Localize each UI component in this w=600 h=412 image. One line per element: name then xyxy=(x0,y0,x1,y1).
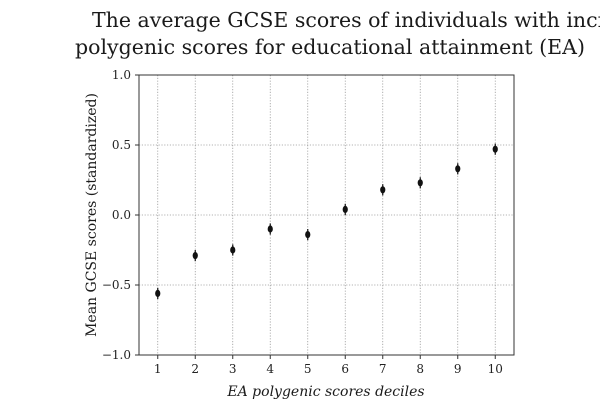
data-point xyxy=(305,231,311,239)
x-tick-label: 9 xyxy=(454,362,462,376)
x-tick-label: 4 xyxy=(266,362,274,376)
x-axis-label: EA polygenic scores deciles xyxy=(226,384,424,400)
chart-title-line-2: polygenic scores for educational attainm… xyxy=(75,35,585,59)
data-point xyxy=(192,252,198,260)
x-tick-label: 10 xyxy=(488,362,503,376)
x-tick-label: 8 xyxy=(416,362,424,376)
y-tick-label: −1.0 xyxy=(102,348,131,362)
data-point xyxy=(417,179,423,187)
x-tick-label: 6 xyxy=(341,362,349,376)
x-tick-label: 2 xyxy=(191,362,199,376)
x-tick-label: 5 xyxy=(304,362,312,376)
data-point xyxy=(455,165,461,173)
data-point xyxy=(267,225,273,233)
data-point xyxy=(380,186,386,194)
y-axis: −1.0 −0.5 0.0 0.5 1.0 xyxy=(102,68,139,362)
x-tick-label: 7 xyxy=(379,362,387,376)
y-tick-label: −0.5 xyxy=(102,278,131,292)
data-point xyxy=(230,246,236,254)
chart-title-line-1: The average GCSE scores of individuals w… xyxy=(92,8,600,32)
grid xyxy=(139,75,514,355)
data-point xyxy=(342,205,348,213)
x-axis: 1 2 3 4 5 6 7 8 9 10 xyxy=(154,355,503,376)
x-tick-label: 1 xyxy=(154,362,162,376)
data-point xyxy=(492,145,498,153)
y-tick-label: 0.5 xyxy=(112,138,131,152)
y-tick-label: 1.0 xyxy=(112,68,131,82)
x-tick-label: 3 xyxy=(229,362,237,376)
y-axis-label: Mean GCSE scores (standardized) xyxy=(84,93,100,337)
data-points xyxy=(155,143,498,299)
data-point xyxy=(155,289,161,297)
y-tick-label: 0.0 xyxy=(112,208,131,222)
